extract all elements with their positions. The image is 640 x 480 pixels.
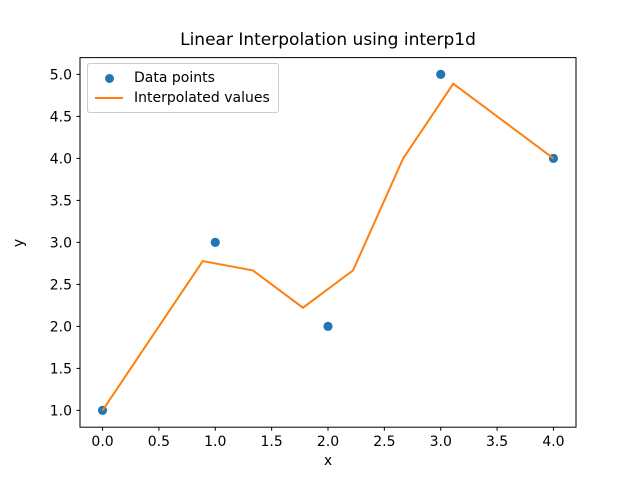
x-tick-label: 2.0 [317, 434, 339, 450]
line-marker-icon [95, 96, 123, 100]
scatter-marker-icon [95, 73, 123, 83]
interpolated-line [101, 82, 555, 411]
y-tick-label: 1.0 [50, 403, 72, 419]
legend-item-data-points: Data points [95, 68, 270, 88]
x-axis-label: x [323, 453, 333, 469]
data-point [323, 321, 333, 331]
y-tick-label: 3.5 [50, 193, 72, 209]
y-tick-label: 3.0 [50, 235, 72, 251]
chart-title: Linear Interpolation using interp1d [180, 30, 476, 50]
data-point [436, 69, 446, 79]
y-axis-label: y [11, 238, 28, 248]
legend-label: Data points [134, 70, 215, 86]
x-tick-label: 1.5 [261, 434, 283, 450]
x-tick-label: 2.5 [373, 434, 395, 450]
y-tick-label: 1.5 [50, 361, 72, 377]
legend: Data points Interpolated values [87, 63, 279, 113]
legend-item-interpolated-values: Interpolated values [95, 88, 270, 108]
x-tick-label: 3.5 [486, 434, 508, 450]
axes-frame [79, 57, 577, 428]
y-tick-label: 4.5 [50, 109, 72, 125]
x-tick-label: 0.5 [148, 434, 170, 450]
y-tick-label: 2.5 [50, 277, 72, 293]
x-tick-label: 3.0 [430, 434, 452, 450]
y-tick-label: 4.0 [50, 151, 72, 167]
x-tick-label: 1.0 [204, 434, 226, 450]
data-point [210, 237, 220, 247]
y-tick-label: 2.0 [50, 319, 72, 335]
y-tick-label: 5.0 [50, 67, 72, 83]
legend-label: Interpolated values [134, 90, 270, 106]
x-tick-label: 4.0 [542, 434, 564, 450]
x-tick-label: 0.0 [91, 434, 113, 450]
